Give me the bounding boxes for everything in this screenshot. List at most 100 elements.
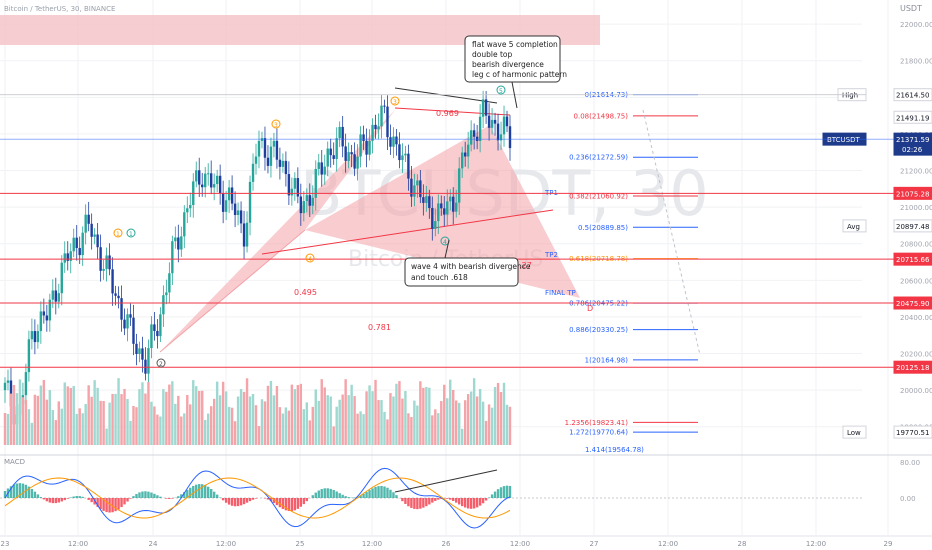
price-tag-value: 20715.66 [896, 256, 930, 264]
macd-hist [359, 495, 362, 498]
macd-hist [18, 483, 22, 498]
svg-text:1: 1 [129, 231, 133, 238]
volume-bar [120, 394, 123, 445]
macd-hist [380, 485, 383, 498]
macd-hist [344, 496, 347, 498]
candle-body [314, 168, 317, 198]
volume-bar [335, 406, 338, 445]
macd-hist [269, 498, 273, 502]
volume-bar [440, 401, 443, 445]
candle-body [386, 106, 389, 138]
candle-body [413, 185, 416, 197]
volume-bar [269, 380, 273, 445]
macd-hist [460, 498, 464, 507]
candle-body [368, 140, 371, 155]
volume-bar [15, 393, 19, 445]
price-tag [893, 132, 932, 156]
volume-bar [129, 421, 132, 445]
volume-bar [469, 391, 473, 445]
macd-hist [431, 498, 434, 503]
candle-body [114, 293, 117, 296]
point-d-label: D [587, 304, 593, 313]
macd-hist [284, 498, 288, 511]
candle-body [362, 134, 365, 141]
macd-hist [189, 487, 192, 498]
svg-text:4: 4 [308, 256, 312, 263]
candle-body [260, 138, 264, 141]
candle-body [195, 170, 198, 182]
projection-line [642, 109, 701, 356]
candle-body [51, 290, 55, 300]
price-tag-value: 19770.51 [896, 429, 929, 437]
macd-hist [254, 498, 258, 499]
volume-bar [195, 386, 198, 445]
volume-bar [404, 391, 407, 445]
volume-bars [3, 378, 512, 445]
macd-hist [389, 489, 392, 498]
candle-body [9, 380, 13, 407]
volume-bar [455, 400, 458, 445]
macd-hist [72, 496, 75, 498]
candle-body [45, 315, 49, 321]
macd-hist [386, 487, 389, 498]
macd-hist [108, 498, 111, 513]
macd-hist [63, 498, 66, 501]
price-tick: 21000.00 [900, 204, 932, 212]
volume-bar [257, 426, 261, 445]
callout-bottom: wave 4 with bearish divergence and touch… [404, 239, 531, 287]
candle-body [344, 146, 347, 161]
volume-bar [487, 404, 491, 445]
macd-hist [126, 498, 129, 502]
price-tick: 21200.00 [900, 168, 932, 176]
price-tick: 20200.00 [900, 351, 932, 359]
macd-hist [78, 496, 81, 498]
candle-body [206, 173, 210, 175]
time-tick: 12:00 [68, 540, 88, 548]
macd-hist [123, 498, 126, 505]
candle-body [440, 203, 443, 209]
macd-hist [198, 484, 201, 498]
svg-text:flat wave 5 completion: flat wave 5 completion [472, 40, 558, 49]
candle-body [257, 140, 261, 157]
macd-hist [12, 484, 16, 498]
macd-hist [227, 498, 231, 505]
volume-bar [251, 394, 255, 445]
volume-bar [389, 393, 392, 445]
macd-hist [323, 488, 326, 498]
macd-hist [466, 498, 470, 509]
macd-hist [377, 486, 380, 498]
volume-bar [48, 390, 52, 445]
candle-body [275, 140, 279, 160]
candle-body [398, 144, 401, 161]
volume-bar [198, 390, 201, 445]
time-axis: 23 12:00 24 12:00 25 12:00 26 12:00 27 12:00 28 12:… [0, 535, 932, 548]
volume-bar [359, 411, 362, 445]
candle-body [81, 232, 84, 256]
macd-hist [434, 498, 437, 501]
macd-hist [452, 498, 455, 502]
macd-hist [51, 498, 55, 504]
candle-body [487, 115, 491, 128]
candle-body [505, 116, 509, 127]
candle-body [317, 162, 320, 169]
volume-bar [281, 413, 285, 445]
price-tick: 20800.00 [900, 241, 932, 249]
macd-hist [233, 498, 237, 507]
volume-bar [392, 396, 395, 445]
candle-body [502, 116, 506, 135]
macd-hist [3, 490, 7, 498]
volume-bar [114, 393, 117, 445]
macd-hist [21, 483, 25, 498]
candle-body [278, 159, 282, 167]
volume-bar [452, 389, 455, 445]
candle-body [48, 299, 52, 321]
candle-body [135, 343, 138, 354]
candle-body [290, 188, 294, 196]
candle-body [212, 184, 216, 188]
price-tag [893, 88, 932, 102]
volume-bar [275, 385, 279, 445]
macd-hist [326, 488, 329, 498]
candle-body [75, 237, 78, 248]
macd-hist [9, 486, 13, 498]
